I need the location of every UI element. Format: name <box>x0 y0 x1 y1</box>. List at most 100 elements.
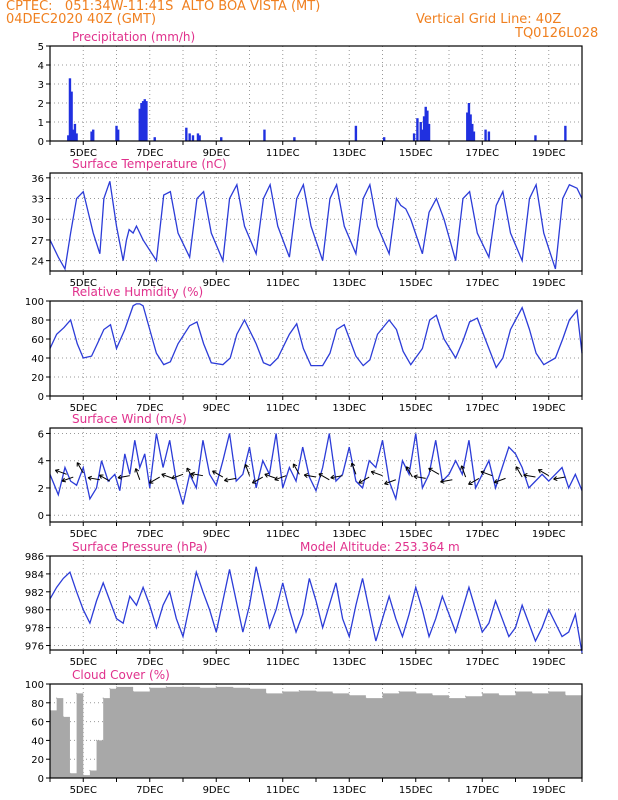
cloud-cover-point <box>69 772 71 774</box>
precipitation-frame <box>49 45 583 142</box>
precip-bar <box>196 133 200 141</box>
x-tick-label: 19DEC <box>532 785 566 796</box>
x-tick-label: 15DEC <box>399 403 433 414</box>
wind-arrow <box>303 473 317 478</box>
wind-arrow <box>440 478 453 484</box>
x-tick-label: 11DEC <box>266 657 300 668</box>
precip-bar <box>70 91 73 141</box>
cloud-cover-point <box>56 697 58 699</box>
wind-arrow <box>428 467 440 475</box>
y-tick-label: 976 <box>25 642 44 653</box>
precip-bar <box>424 106 427 141</box>
x-tick-label: 17DEC <box>465 278 499 289</box>
precip-bar <box>92 129 95 141</box>
x-tick-label: 9DEC <box>203 148 230 159</box>
cloud-cover-point <box>531 692 533 695</box>
wind-title: Surface Wind (m/s) <box>72 412 187 426</box>
header-line3-right: TQ0126L028 <box>515 26 599 41</box>
wind-arrow <box>413 474 426 480</box>
cloud-cover-point <box>215 686 217 688</box>
wind-series-line <box>49 433 583 505</box>
precip-bar <box>140 103 143 141</box>
wind-arrow <box>480 470 493 477</box>
x-tick-label: 15DEC <box>399 785 433 796</box>
wind-arrow <box>264 473 277 479</box>
wind-arrow <box>212 470 224 478</box>
x-tick-label: 5DEC <box>70 278 97 289</box>
y-tick-label: 3 <box>38 80 44 91</box>
y-tick-label: 984 <box>25 570 44 581</box>
wind-arrow <box>523 473 536 478</box>
y-tick-label: 0 <box>38 137 44 148</box>
wind-arrow <box>358 476 370 484</box>
precip-bar <box>472 131 476 141</box>
y-tick-label: 0 <box>38 511 44 522</box>
cloud-cover-point <box>102 697 104 699</box>
x-tick-label: 13DEC <box>332 785 366 796</box>
precip-bar <box>263 129 266 141</box>
x-tick-label: 15DEC <box>399 148 433 159</box>
precipitation-title: Precipitation (mm/h) <box>72 30 195 44</box>
precip-bar <box>145 101 148 141</box>
x-tick-label: 7DEC <box>136 657 163 668</box>
y-tick-label: 978 <box>25 624 44 635</box>
y-tick-label: 40 <box>31 354 44 365</box>
cloud-cover-point <box>248 688 251 690</box>
x-tick-label: 13DEC <box>332 403 366 414</box>
cloud-cover-point <box>109 688 111 690</box>
x-tick-label: 7DEC <box>136 529 163 540</box>
cloud-cover-point <box>465 695 467 697</box>
precip-bar <box>153 137 156 141</box>
cloud-cover-point <box>265 692 267 695</box>
cloud-cover-panel: Cloud Cover (%) 0 20 40 60 80 100 5DEC 7DEC 9DEC 1… <box>25 668 583 796</box>
x-tick-label: 7DEC <box>136 785 163 796</box>
model-altitude-label: Model Altitude: 253.364 m <box>300 540 460 554</box>
x-tick-label: 15DEC <box>399 278 433 289</box>
temperature-panel: Surface Temperature (nC) 24 27 30 33 36 5DEC 7D… <box>31 157 583 289</box>
humidity-frame <box>49 300 583 397</box>
cloud-cover-point <box>498 694 500 696</box>
cloud-cover-point <box>182 686 184 688</box>
cloud-cover-point <box>62 716 64 718</box>
wind-arrow <box>468 477 480 485</box>
cloud-cover-point <box>95 739 98 742</box>
x-tick-label: 11DEC <box>266 278 300 289</box>
wind-arrow <box>405 466 413 478</box>
x-tick-label: 9DEC <box>203 278 230 289</box>
y-tick-label: 2 <box>38 99 44 110</box>
temperature-series-line <box>49 181 583 271</box>
y-tick-label: 60 <box>31 718 44 729</box>
humidity-panel: Relative Humidity (%) 0 20 40 60 80 100 5DEC 7DE… <box>25 285 583 414</box>
x-tick-label: 19DEC <box>532 529 566 540</box>
precip-bar <box>487 131 491 141</box>
precip-bar <box>293 137 296 141</box>
x-tick-label: 13DEC <box>332 529 366 540</box>
y-tick-label: 2 <box>38 484 44 495</box>
cloud-cover-point <box>431 694 433 696</box>
precip-bar <box>185 127 188 141</box>
cloud-cover-point <box>315 690 317 693</box>
wind-arrow <box>330 474 343 480</box>
y-tick-label: 20 <box>31 373 44 384</box>
wind-frame <box>49 427 583 523</box>
wind-arrow <box>515 466 523 478</box>
cloud-cover-area <box>50 686 582 778</box>
y-tick-label: 982 <box>25 588 44 599</box>
pressure-title: Surface Pressure (hPa) <box>72 540 208 554</box>
precip-bar <box>220 137 223 141</box>
wind-arrow <box>553 476 566 482</box>
pressure-frame <box>49 555 583 651</box>
wind-arrow <box>134 468 141 480</box>
x-tick-label: 11DEC <box>266 403 300 414</box>
x-tick-label: 19DEC <box>532 657 566 668</box>
y-tick-label: 80 <box>31 699 44 710</box>
x-tick-label: 5DEC <box>70 785 97 796</box>
precip-bar <box>421 129 424 141</box>
y-tick-label: 100 <box>25 680 44 691</box>
x-tick-label: 17DEC <box>465 657 499 668</box>
x-tick-label: 17DEC <box>465 785 499 796</box>
y-tick-label: 4 <box>38 457 44 468</box>
precip-bar <box>471 123 474 141</box>
x-tick-label: 7DEC <box>136 403 163 414</box>
x-tick-label: 5DEC <box>70 529 97 540</box>
